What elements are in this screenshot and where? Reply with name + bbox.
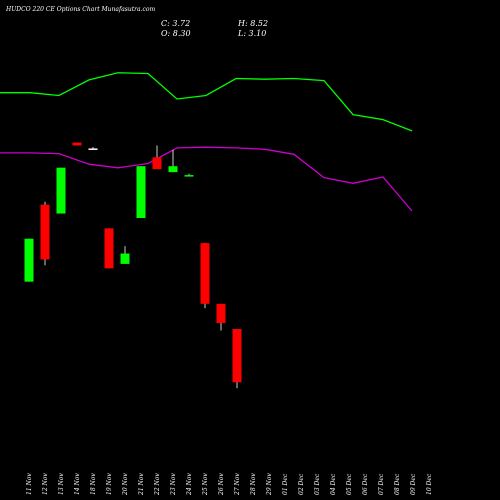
overlay-line-1 [0,72,413,132]
x-tick-label: 18 Nov [90,473,97,495]
x-tick-label: 13 Nov [58,473,65,495]
candle-body [200,243,210,304]
candle [104,228,114,269]
x-tick-label: 07 Dec [378,473,385,495]
candle-body [88,148,98,150]
candle-body [136,166,146,218]
x-tick-label: 25 Nov [202,473,209,496]
candle-body [216,303,226,324]
x-tick-label: 10 Dec [426,473,433,495]
candle-body [184,175,194,177]
overlay-line-2 [0,146,413,212]
chart-title: HUDCO 220 CE Options Chart Munafasutra.c… [6,6,156,13]
x-tick-label: 28 Nov [250,473,257,496]
candle [56,167,66,214]
candle [88,146,98,150]
x-tick-label: 09 Dec [410,473,417,495]
x-tick-label: 27 Nov [234,473,241,496]
candle [152,145,162,170]
high-value: H: 8.52 [238,19,269,28]
x-tick-label: 21 Nov [138,473,145,496]
candle-body [120,253,130,264]
open-value: O: 8.30 [161,29,191,38]
x-tick-label: 19 Nov [106,473,113,495]
candle-body [72,142,82,146]
x-tick-label: 11 Nov [26,473,33,495]
x-tick-label: 04 Dec [330,473,337,495]
x-tick-label: 14 Nov [74,473,81,495]
candle-body [40,204,50,260]
candle [24,238,34,282]
x-tick-label: 03 Dec [314,473,321,495]
x-tick-label: 12 Nov [42,473,49,495]
x-tick-label: 06 Dec [362,473,369,495]
candle-body [168,166,178,173]
candle [136,166,146,218]
candle [184,173,194,177]
x-tick-label: 02 Dec [298,473,305,495]
x-tick-label: 05 Dec [346,473,353,495]
candle-body [104,228,114,269]
candles [24,142,242,389]
candle [200,243,210,309]
x-tick-label: 22 Nov [154,473,161,496]
close-value: C: 3.72 [161,19,191,28]
candle-body [24,238,34,282]
x-tick-label: 20 Nov [122,473,129,496]
candle [232,329,242,389]
overlay-lines [0,72,413,212]
x-tick-label: 01 Dec [282,473,289,495]
candle-body [232,329,242,383]
candle [120,246,130,264]
candle [40,201,50,266]
candle [216,303,226,331]
x-tick-label: 23 Nov [170,473,177,496]
candle [72,142,82,146]
date-axis: 11 Nov 12 Nov 13 Nov 14 Nov 18 Nov 19 Nov 20 N… [26,473,433,496]
x-tick-label: 26 Nov [218,473,225,496]
candle-body [56,167,66,214]
low-value: L: 3.10 [238,29,267,38]
x-tick-label: 29 Nov [266,473,273,496]
x-tick-label: 24 Nov [186,473,193,496]
candle [168,149,178,173]
x-tick-label: 08 Dec [394,473,401,495]
candle-body [152,157,162,170]
